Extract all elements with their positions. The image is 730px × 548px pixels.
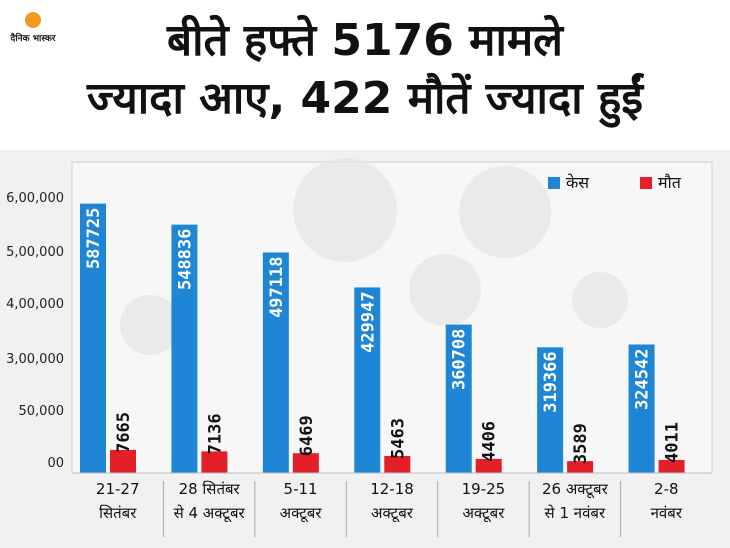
- category-label: अक्टूबर: [462, 504, 505, 523]
- bar-cases: [262, 252, 289, 473]
- dainik-bhaskar-logo: दैनिक भास्कर: [8, 8, 58, 58]
- y-tick-label: 3,00,000: [6, 352, 64, 367]
- bar-label-deaths: 7665: [114, 412, 134, 453]
- bar-label-cases: 548836: [175, 229, 195, 290]
- bar-deaths: [110, 449, 136, 473]
- bar-label-cases: 587725: [84, 208, 104, 269]
- bar-label-cases: 497118: [267, 256, 287, 317]
- virus-decoration: [409, 254, 481, 326]
- chart-categories: 21-27 सितंबर 28 सितंबर से 4 अक्टूबर 5-11 अक्ट…: [72, 472, 712, 537]
- category-label: 19-25: [462, 480, 506, 498]
- y-tick-label: 6,00,000: [6, 191, 64, 206]
- bar-deaths: [658, 459, 685, 473]
- bar-cases: [171, 224, 198, 473]
- logo-sun-icon: [25, 12, 41, 28]
- chart-bars: [80, 203, 685, 473]
- category-label: 2-8: [654, 480, 679, 498]
- chart-legend: केस मौत: [548, 173, 682, 192]
- bar-cases: [537, 347, 564, 473]
- bar-cases: [628, 344, 655, 473]
- category-label: 12-18: [370, 480, 414, 498]
- virus-decoration: [293, 158, 397, 262]
- virus-decoration: [120, 295, 180, 355]
- bar-deaths: [475, 458, 502, 473]
- bar-label-cases: 324542: [633, 349, 653, 410]
- y-tick-label: 00: [47, 456, 64, 471]
- virus-decoration: [572, 272, 628, 328]
- bar-label-cases: 360708: [450, 329, 470, 390]
- bar-deaths: [201, 451, 228, 473]
- headline-line-1: बीते हफ्ते 5176 मामले: [166, 15, 564, 66]
- category-label: से 4 अक्टूबर: [174, 504, 246, 523]
- legend-swatch: [640, 177, 652, 189]
- category-label: 21-27: [96, 480, 140, 498]
- logo-text: दैनिक भास्कर: [10, 34, 56, 44]
- legend-label: मौत: [658, 173, 682, 192]
- bar-deaths: [292, 453, 319, 473]
- y-tick-label: 50,000: [19, 404, 65, 419]
- bar-label-deaths: 6469: [297, 415, 317, 456]
- y-tick-label: 4,00,000: [6, 297, 64, 312]
- virus-decoration: [459, 166, 551, 258]
- bar-chart: 6,00,000 5,00,000 4,00,000 3,00,000 50,000 00…: [0, 150, 730, 548]
- bar-label-cases: 319366: [541, 351, 561, 412]
- category-label: से 1 नवंबर: [545, 504, 606, 522]
- y-tick-label: 5,00,000: [6, 245, 64, 260]
- bar-label-deaths: 7136: [205, 413, 225, 454]
- category-label: सितंबर: [99, 504, 137, 522]
- bar-label-deaths: 3589: [571, 423, 591, 464]
- category-label: 5-11: [284, 480, 318, 498]
- bar-cases: [445, 324, 472, 473]
- legend-swatch: [548, 177, 560, 189]
- category-label: नवंबर: [651, 504, 683, 522]
- category-label: 28 सितंबर: [179, 480, 241, 498]
- bar-label-deaths: 5463: [388, 418, 408, 459]
- chart-axes: 6,00,000 5,00,000 4,00,000 3,00,000 50,000 00: [6, 191, 64, 471]
- chart-background: [0, 150, 730, 548]
- headline-line-2: ज्यादा आए, 422 मौतें ज्यादा हुईं: [87, 73, 643, 124]
- bar-label-deaths: 4011: [663, 422, 683, 463]
- category-label: अक्टूबर: [280, 504, 323, 523]
- headline: बीते हफ्ते 5176 मामले ज्यादा आए, 422 मौत…: [0, 0, 730, 150]
- bar-deaths: [384, 455, 411, 473]
- bar-deaths: [567, 461, 594, 473]
- bar-cases: [80, 203, 106, 473]
- legend-label: केस: [566, 173, 590, 192]
- bar-label-cases: 429947: [358, 291, 378, 352]
- chart-bar-labels: 587725 7665 548836 7136 497118 6469 429947 5463…: [84, 208, 683, 465]
- category-label: अक्टूबर: [371, 504, 414, 523]
- category-label: 26 अक्टूबर: [542, 480, 609, 499]
- bar-cases: [354, 287, 381, 473]
- bar-label-deaths: 4406: [480, 421, 500, 462]
